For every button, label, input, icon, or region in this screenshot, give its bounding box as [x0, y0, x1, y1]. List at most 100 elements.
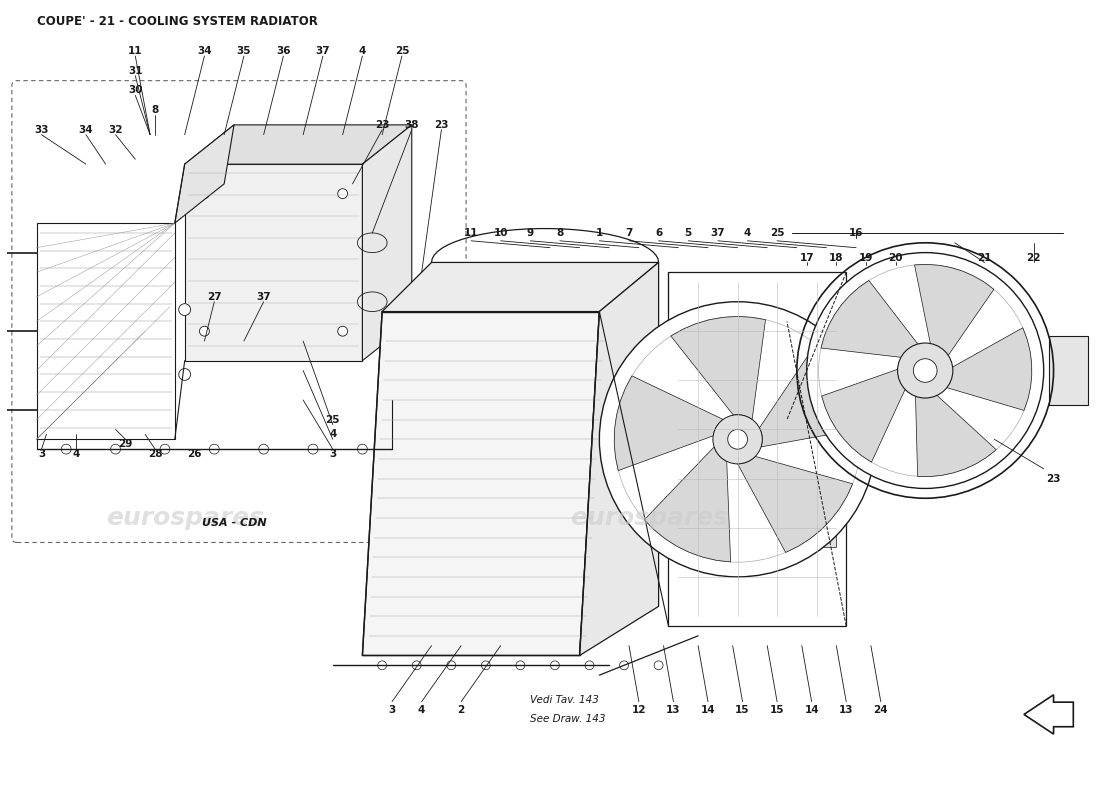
Text: See Draw. 143: See Draw. 143 — [530, 714, 606, 724]
Text: 30: 30 — [128, 86, 143, 95]
Text: 11: 11 — [128, 46, 143, 56]
Text: 8: 8 — [557, 228, 563, 238]
Text: 31: 31 — [128, 66, 143, 76]
Text: 28: 28 — [147, 449, 163, 459]
Circle shape — [713, 414, 762, 464]
Circle shape — [585, 661, 594, 670]
Polygon shape — [614, 376, 723, 470]
Text: 1: 1 — [596, 228, 603, 238]
Text: 3: 3 — [329, 449, 337, 459]
Circle shape — [338, 326, 348, 336]
Circle shape — [308, 444, 318, 454]
Circle shape — [209, 444, 219, 454]
Text: 34: 34 — [78, 125, 94, 134]
Text: 3: 3 — [37, 449, 45, 459]
Circle shape — [258, 444, 268, 454]
Circle shape — [550, 661, 560, 670]
Polygon shape — [914, 265, 994, 361]
Circle shape — [447, 661, 455, 670]
Text: 27: 27 — [207, 292, 221, 302]
Polygon shape — [671, 317, 766, 419]
Polygon shape — [821, 281, 922, 358]
Text: 37: 37 — [316, 46, 330, 56]
Bar — [796, 523, 836, 547]
Text: 7: 7 — [625, 228, 632, 238]
Text: 18: 18 — [829, 253, 844, 262]
Circle shape — [111, 444, 121, 454]
Circle shape — [412, 661, 421, 670]
Text: 37: 37 — [256, 292, 271, 302]
Text: 25: 25 — [395, 46, 409, 56]
Polygon shape — [185, 125, 411, 164]
Polygon shape — [362, 311, 600, 655]
Text: 14: 14 — [701, 705, 715, 714]
Text: 16: 16 — [849, 228, 864, 238]
Polygon shape — [822, 367, 908, 462]
Text: eurospares: eurospares — [570, 506, 728, 530]
Circle shape — [913, 358, 937, 382]
Circle shape — [338, 189, 348, 198]
Text: USA - CDN: USA - CDN — [201, 518, 266, 528]
Bar — [1048, 336, 1088, 405]
Text: 13: 13 — [839, 705, 854, 714]
Text: 15: 15 — [770, 705, 784, 714]
Text: 32: 32 — [108, 125, 123, 134]
Bar — [185, 164, 362, 361]
Polygon shape — [175, 125, 234, 223]
Polygon shape — [915, 390, 997, 477]
Text: 3: 3 — [388, 705, 396, 714]
Text: 24: 24 — [873, 705, 888, 714]
Circle shape — [619, 661, 628, 670]
Text: 22: 22 — [1026, 253, 1041, 262]
Text: 4: 4 — [329, 430, 337, 439]
Text: 11: 11 — [464, 228, 478, 238]
Text: 8: 8 — [152, 105, 158, 115]
Polygon shape — [580, 262, 659, 655]
Circle shape — [482, 661, 491, 670]
Text: 4: 4 — [744, 228, 751, 238]
Text: 23: 23 — [375, 120, 389, 130]
Polygon shape — [759, 344, 860, 447]
Text: 14: 14 — [804, 705, 820, 714]
Text: 19: 19 — [859, 253, 873, 262]
Text: 10: 10 — [494, 228, 508, 238]
Text: 38: 38 — [405, 120, 419, 130]
Circle shape — [806, 253, 1044, 489]
Circle shape — [199, 189, 209, 198]
Polygon shape — [382, 262, 659, 311]
Text: 12: 12 — [631, 705, 646, 714]
Bar — [36, 223, 175, 439]
Circle shape — [178, 304, 190, 315]
Text: 20: 20 — [889, 253, 903, 262]
Polygon shape — [940, 328, 1032, 410]
Circle shape — [199, 326, 209, 336]
Text: 23: 23 — [434, 120, 449, 130]
Text: 37: 37 — [711, 228, 725, 238]
Text: 15: 15 — [735, 705, 750, 714]
Circle shape — [600, 302, 876, 577]
Text: 4: 4 — [418, 705, 426, 714]
Circle shape — [516, 661, 525, 670]
Text: 5: 5 — [684, 228, 692, 238]
Text: 26: 26 — [187, 449, 201, 459]
FancyArrow shape — [1024, 694, 1074, 734]
Text: 25: 25 — [770, 228, 784, 238]
Text: 2: 2 — [458, 705, 465, 714]
Text: 34: 34 — [197, 46, 211, 56]
Bar — [669, 272, 846, 626]
Text: 25: 25 — [326, 414, 340, 425]
Text: 23: 23 — [1046, 474, 1060, 484]
Text: 6: 6 — [654, 228, 662, 238]
Text: 13: 13 — [667, 705, 681, 714]
Circle shape — [377, 661, 386, 670]
Text: 36: 36 — [276, 46, 290, 56]
Circle shape — [654, 661, 663, 670]
Circle shape — [178, 369, 190, 380]
Circle shape — [728, 430, 748, 449]
Text: eurospares: eurospares — [106, 506, 264, 530]
Circle shape — [358, 444, 367, 454]
Polygon shape — [645, 447, 730, 562]
Text: 35: 35 — [236, 46, 251, 56]
Circle shape — [160, 444, 169, 454]
Text: 29: 29 — [118, 439, 133, 450]
